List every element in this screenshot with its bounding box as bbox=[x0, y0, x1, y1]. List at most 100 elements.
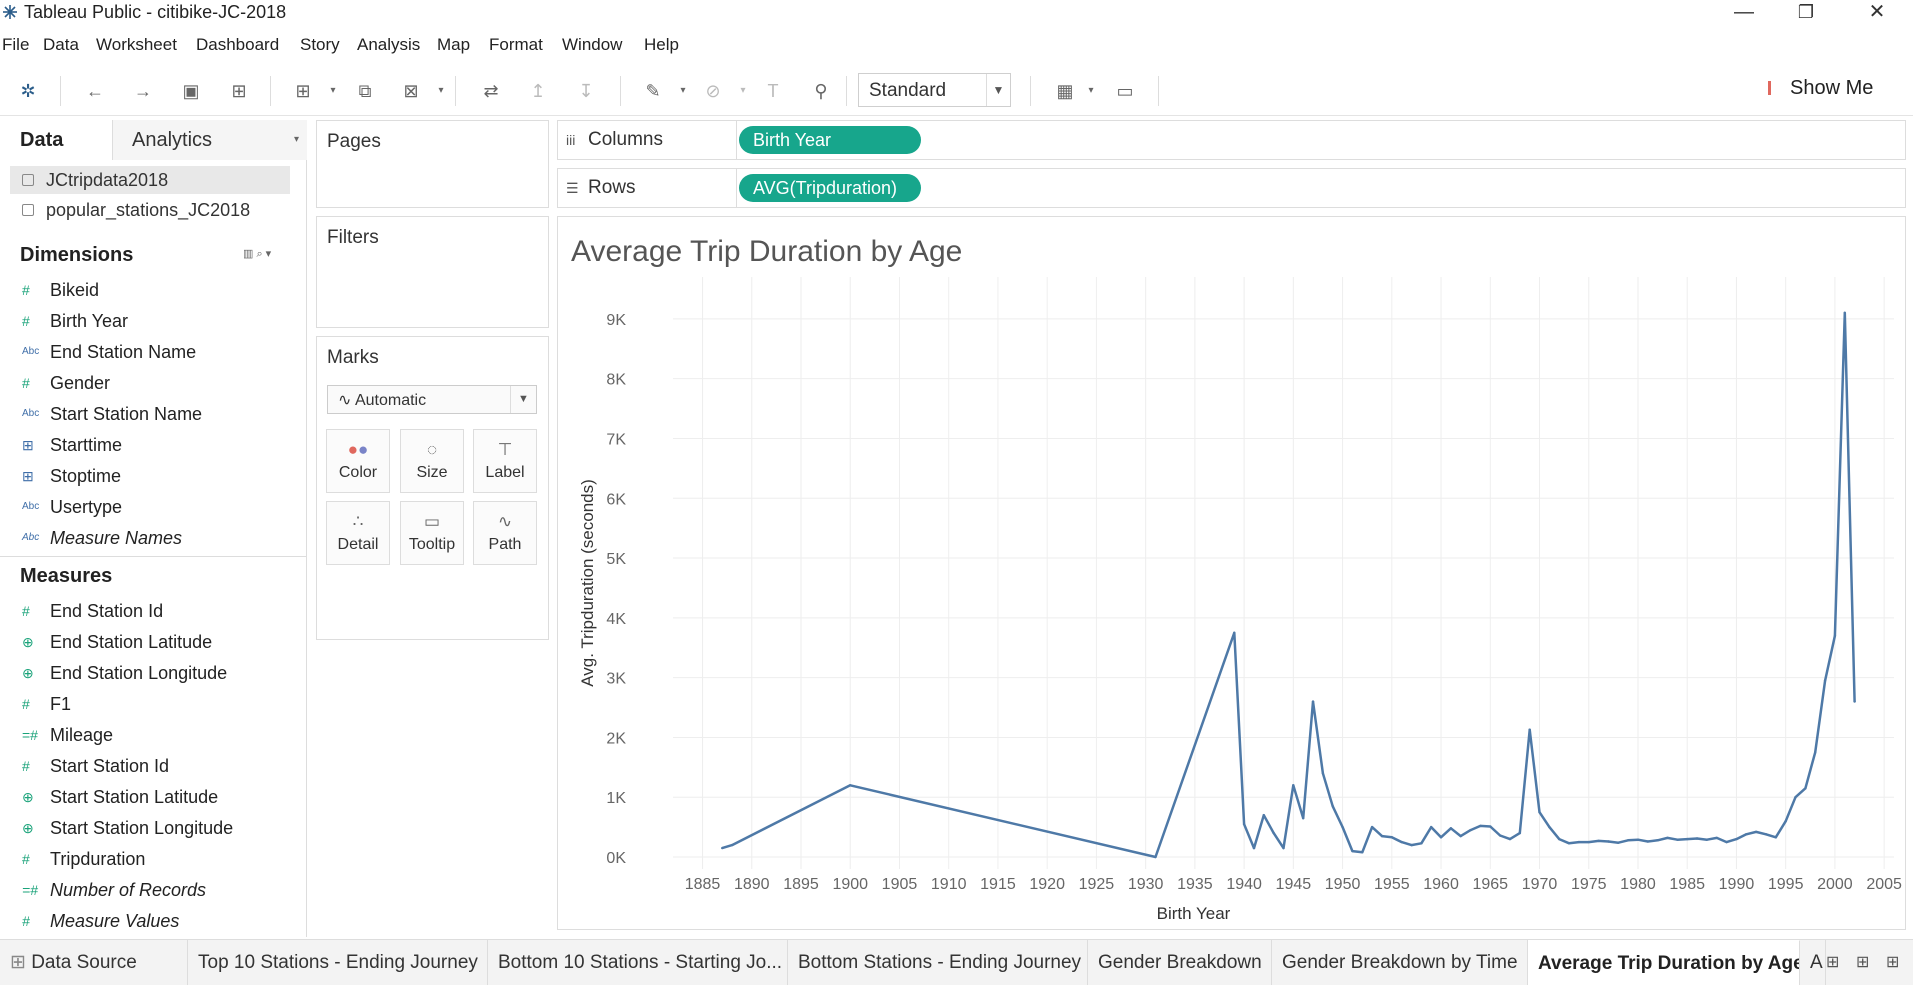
number-field-icon: # bbox=[22, 282, 30, 298]
detail-button[interactable]: ∴ Detail bbox=[326, 501, 390, 565]
minimize-button[interactable]: — bbox=[1734, 1, 1754, 23]
undo-icon[interactable]: ← bbox=[86, 81, 104, 101]
geo-field-icon: ⊕ bbox=[22, 665, 34, 681]
tab-analytics[interactable]: Analytics ▾ bbox=[112, 120, 307, 160]
field-item[interactable]: ⊕ End Station Longitude bbox=[0, 659, 306, 687]
menu-story[interactable]: Story bbox=[300, 35, 340, 54]
new-worksheet-icon[interactable]: ⊞ bbox=[295, 81, 311, 101]
menu-window[interactable]: Window bbox=[562, 35, 623, 54]
field-item[interactable]: # F1 bbox=[0, 690, 306, 718]
field-item[interactable]: # End Station Id bbox=[0, 597, 306, 625]
field-label: Gender bbox=[50, 373, 111, 393]
x-tick-label: 1915 bbox=[980, 876, 1016, 893]
pages-card[interactable]: Pages bbox=[316, 120, 549, 208]
x-tick-label: 1975 bbox=[1571, 876, 1607, 893]
color-button[interactable]: ●● Color bbox=[326, 429, 390, 493]
save-icon[interactable]: ▣ bbox=[182, 81, 200, 101]
highlight-icon[interactable]: ✎ bbox=[645, 81, 661, 101]
color-icon: ●● bbox=[347, 440, 369, 459]
sheet-tab[interactable]: Gender Breakdown by Time bbox=[1272, 940, 1528, 985]
mark-type-select[interactable]: ∿ Automatic ▼ bbox=[327, 385, 537, 414]
menu-file[interactable]: File bbox=[2, 35, 30, 54]
menu-data[interactable]: Data bbox=[43, 35, 79, 54]
new-data-source-icon[interactable]: ⊞ bbox=[231, 81, 247, 101]
data-source-label: popular_stations_JC2018 bbox=[46, 200, 251, 220]
sheet-tab[interactable]: Top 10 Stations - Ending Journey bbox=[188, 940, 488, 985]
sheet-tab-active[interactable]: Average Trip Duration by Age bbox=[1528, 940, 1800, 985]
dropdown-arrow-icon[interactable]: ▾ bbox=[680, 85, 686, 96]
field-item[interactable]: # Measure Values bbox=[0, 907, 306, 935]
sheet-tab[interactable]: Gender Breakdown bbox=[1088, 940, 1272, 985]
tooltip-button[interactable]: ▭ Tooltip bbox=[400, 501, 464, 565]
size-label: Size bbox=[416, 464, 448, 481]
new-dashboard-tab-icon[interactable]: ⊞ bbox=[1856, 954, 1870, 971]
line-chart[interactable]: 1885 1890 1895 1900 1905 1910 1915 1920 1925 1930… bbox=[558, 217, 1905, 929]
sort-ascending-icon[interactable]: ↥ bbox=[530, 81, 546, 101]
field-item[interactable]: Abc Usertype bbox=[0, 493, 306, 521]
pin-axes-icon[interactable]: ⚲ bbox=[814, 81, 828, 101]
tableau-home-icon[interactable]: ✲ bbox=[20, 81, 36, 101]
tab-data[interactable]: Data bbox=[0, 120, 112, 160]
field-item[interactable]: # Tripduration bbox=[0, 845, 306, 873]
data-point bbox=[1853, 700, 1856, 703]
field-item[interactable]: # Bikeid bbox=[0, 276, 306, 304]
field-item[interactable]: # Gender bbox=[0, 369, 306, 397]
field-item[interactable]: ⊞ Stoptime bbox=[0, 462, 306, 490]
menu-map[interactable]: Map bbox=[437, 35, 471, 54]
dropdown-arrow-icon[interactable]: ▾ bbox=[330, 85, 336, 96]
field-item[interactable]: ⊞ Starttime bbox=[0, 431, 306, 459]
show-cards-icon[interactable]: ▦ bbox=[1056, 81, 1074, 101]
filters-card[interactable]: Filters bbox=[316, 216, 549, 328]
field-item[interactable]: # Start Station Id bbox=[0, 752, 306, 780]
data-source-item[interactable]: popular_stations_JC2018 bbox=[10, 196, 290, 224]
rows-icon: ☰ bbox=[566, 180, 579, 196]
data-point bbox=[1233, 631, 1236, 634]
field-item[interactable]: Abc Start Station Name bbox=[0, 400, 306, 428]
group-members-icon[interactable]: ⊘ bbox=[705, 81, 721, 101]
menu-format[interactable]: Format bbox=[489, 35, 543, 54]
data-source-item[interactable]: JCtripdata2018 bbox=[10, 166, 290, 194]
sort-descending-icon[interactable]: ↧ bbox=[578, 81, 594, 101]
show-mark-labels-icon[interactable]: T bbox=[767, 81, 779, 101]
menu-worksheet[interactable]: Worksheet bbox=[96, 35, 177, 54]
rows-shelf[interactable]: ☰ Rows AVG(Tripduration) bbox=[557, 168, 1906, 208]
columns-pill[interactable]: Birth Year bbox=[739, 126, 921, 154]
tab-data-source[interactable]: ⊞ Data Source bbox=[0, 940, 188, 985]
sheet-tab[interactable]: Bottom 10 Stations - Starting Jo... bbox=[488, 940, 788, 985]
data-point bbox=[1341, 825, 1344, 829]
dropdown-arrow-icon[interactable]: ▾ bbox=[740, 85, 746, 96]
presentation-mode-icon[interactable]: ▭ bbox=[1116, 81, 1134, 101]
new-story-tab-icon[interactable]: ⊞ bbox=[1886, 954, 1900, 971]
field-item[interactable]: # Birth Year bbox=[0, 307, 306, 335]
dropdown-arrow-icon[interactable]: ▾ bbox=[1088, 85, 1094, 96]
path-label: Path bbox=[488, 536, 522, 553]
path-button[interactable]: ∿ Path bbox=[473, 501, 537, 565]
dimensions-tools-icon[interactable]: ▥ ⌕ ▾ bbox=[243, 248, 272, 260]
menu-analysis[interactable]: Analysis bbox=[357, 35, 421, 54]
close-button[interactable]: ✕ bbox=[1868, 1, 1886, 23]
duplicate-sheet-icon[interactable]: ⧉ bbox=[358, 81, 372, 101]
menu-dashboard[interactable]: Dashboard bbox=[196, 35, 280, 54]
field-item[interactable]: =# Number of Records bbox=[0, 876, 306, 904]
dropdown-arrow-icon[interactable]: ▾ bbox=[438, 85, 444, 96]
field-item[interactable]: Abc End Station Name bbox=[0, 338, 306, 366]
fit-select[interactable]: Standard ▼ bbox=[858, 73, 1011, 107]
restore-button[interactable]: ❐ bbox=[1797, 2, 1815, 22]
new-worksheet-tab-icon[interactable]: ⊞ bbox=[1826, 954, 1840, 971]
columns-shelf[interactable]: iii Columns Birth Year bbox=[557, 120, 1906, 160]
sheet-tab[interactable]: Bottom Stations - Ending Journey bbox=[788, 940, 1088, 985]
clear-sheet-icon[interactable]: ⊠ bbox=[403, 81, 419, 101]
menu-help[interactable]: Help bbox=[644, 35, 679, 54]
field-item[interactable]: ⊕ Start Station Latitude bbox=[0, 783, 306, 811]
field-item[interactable]: =# Mileage bbox=[0, 721, 306, 749]
label-button[interactable]: ⊤ Label bbox=[473, 429, 537, 493]
sheet-tab[interactable]: A bbox=[1800, 940, 1826, 985]
field-item[interactable]: ⊕ Start Station Longitude bbox=[0, 814, 306, 842]
swap-rows-columns-icon[interactable]: ⇄ bbox=[483, 81, 499, 101]
redo-icon[interactable]: → bbox=[134, 81, 152, 101]
show-me-button[interactable]: Show Me bbox=[1768, 77, 1873, 100]
field-item[interactable]: ⊕ End Station Latitude bbox=[0, 628, 306, 656]
size-button[interactable]: ◌ Size bbox=[400, 429, 464, 493]
field-item[interactable]: Abc Measure Names bbox=[0, 524, 306, 552]
rows-pill[interactable]: AVG(Tripduration) bbox=[739, 174, 921, 202]
